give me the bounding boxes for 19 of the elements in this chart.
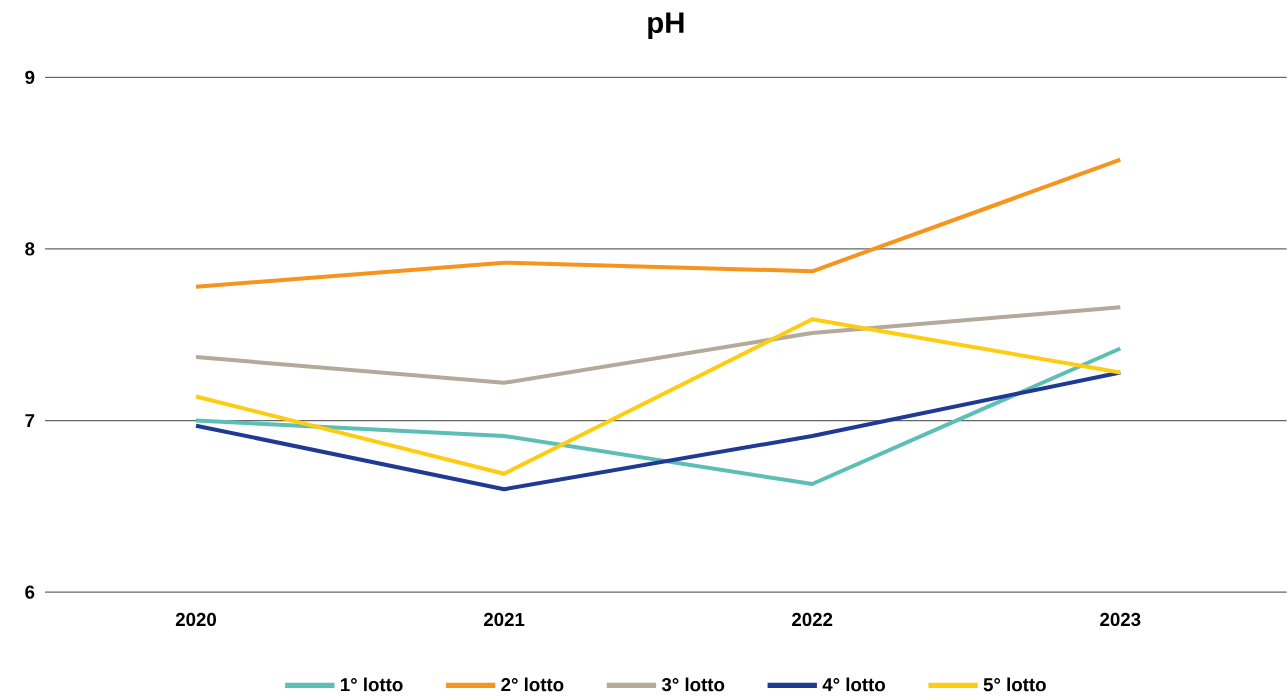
legend-label: 3° lotto [661,677,725,692]
line-series [194,370,1123,492]
chart-title: pH [648,12,684,39]
line-series [194,317,1123,476]
x-tick-label: 2023 [1100,612,1141,627]
x-tick-label: 2022 [792,612,833,627]
legend-label: 2° lotto [501,677,564,692]
x-tick-label: 2021 [483,612,525,627]
legend-label: 5° lotto [983,677,1046,692]
y-tick-label: 9 [25,70,35,84]
y-tick-label: 8 [25,242,35,256]
y-tick-label: 6 [25,585,35,599]
x-tick-label: 2020 [175,612,216,627]
legend-label: 4° lotto [822,677,885,692]
line-series [194,346,1123,486]
y-tick-label: 7 [25,414,35,427]
line-series [194,157,1123,289]
legend-label: 1° lotto [340,677,403,692]
line-series [194,305,1123,385]
